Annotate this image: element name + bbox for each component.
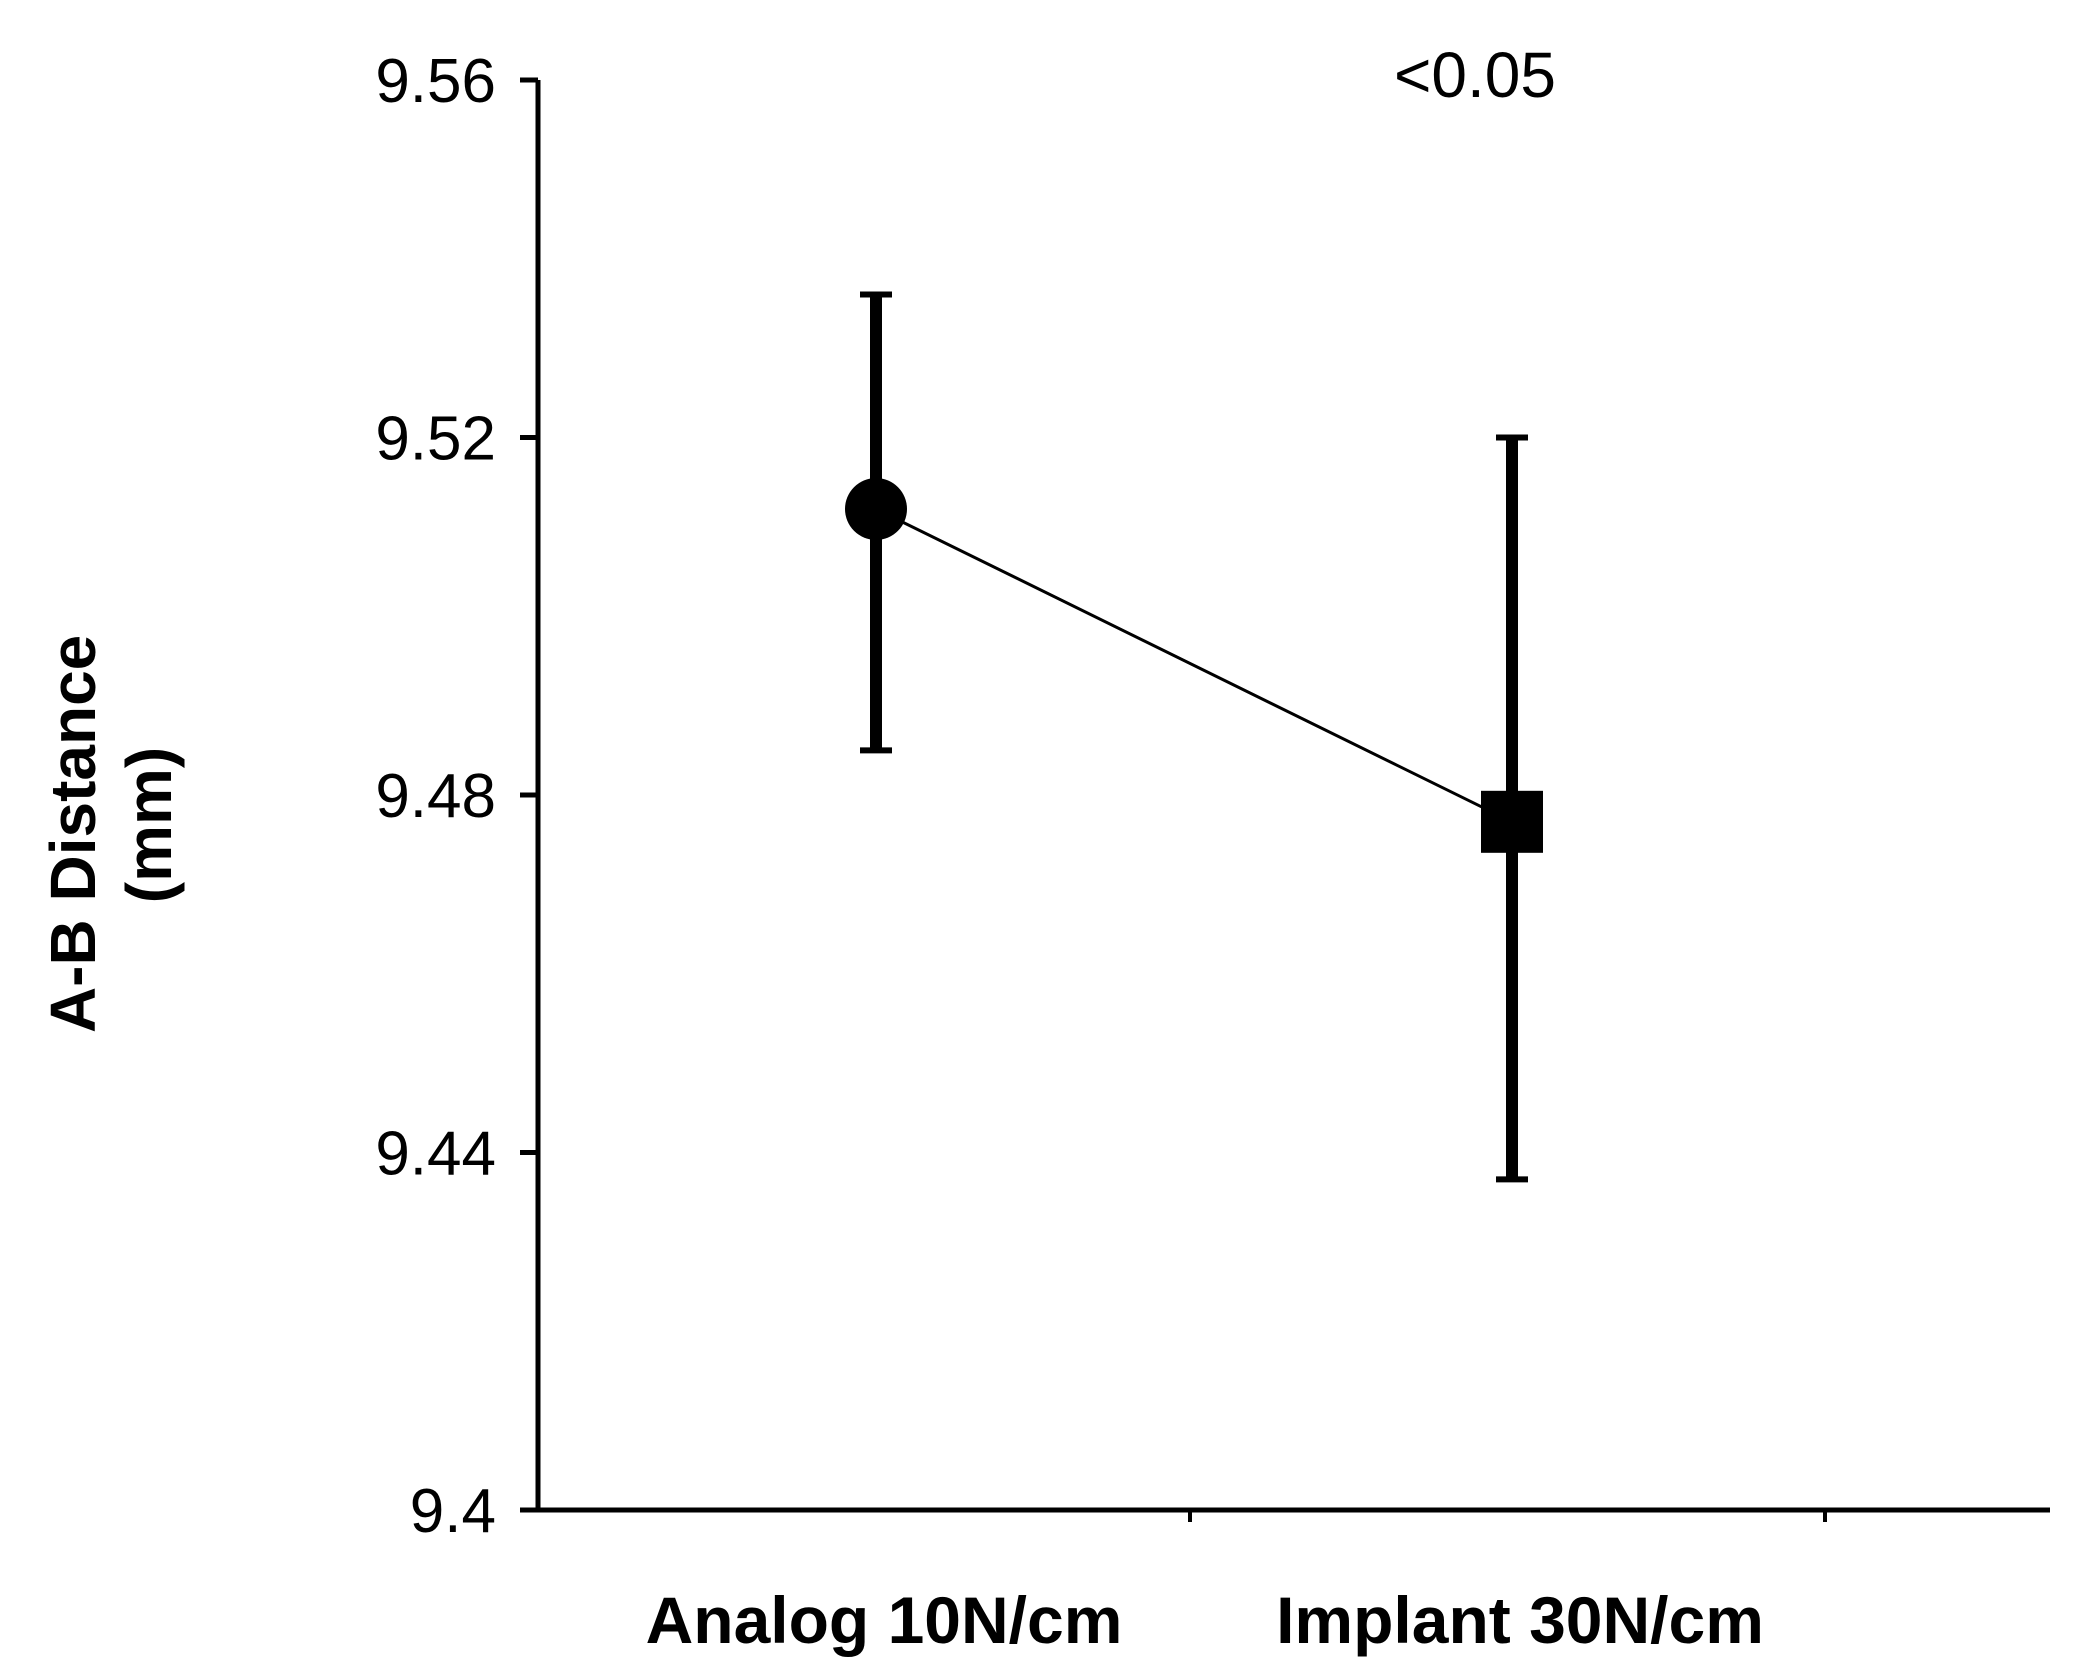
data-point-circle xyxy=(845,478,907,540)
data-points xyxy=(845,478,1543,853)
series-line xyxy=(875,507,1513,824)
x-category-label: Implant 30N/cm xyxy=(1276,1583,1764,1657)
data-point-square xyxy=(1481,790,1543,853)
series-connector-line xyxy=(875,507,1513,824)
category-labels: Analog 10N/cm Implant 30N/cm xyxy=(646,1583,1764,1657)
y-axis-title: A-B Distance (mm) xyxy=(37,617,185,1033)
y-tick-label: 9.52 xyxy=(375,405,496,474)
error-bars xyxy=(860,291,1528,1183)
y-axis-title-line-1: A-B Distance xyxy=(37,635,109,1033)
y-tick-label: 9.48 xyxy=(375,762,496,831)
p-value-annotation: <0.05 xyxy=(1394,39,1556,111)
y-tick-label: 9.4 xyxy=(410,1477,496,1546)
x-category-label: Analog 10N/cm xyxy=(646,1583,1123,1657)
y-tick-label: 9.44 xyxy=(375,1120,496,1189)
y-axis-title-line-2: (mm) xyxy=(113,747,185,903)
x-ticks xyxy=(1188,1510,1827,1522)
y-ticks: 9.56 9.52 9.48 9.44 9.4 xyxy=(375,47,538,1546)
y-tick-label: 9.56 xyxy=(375,47,496,116)
